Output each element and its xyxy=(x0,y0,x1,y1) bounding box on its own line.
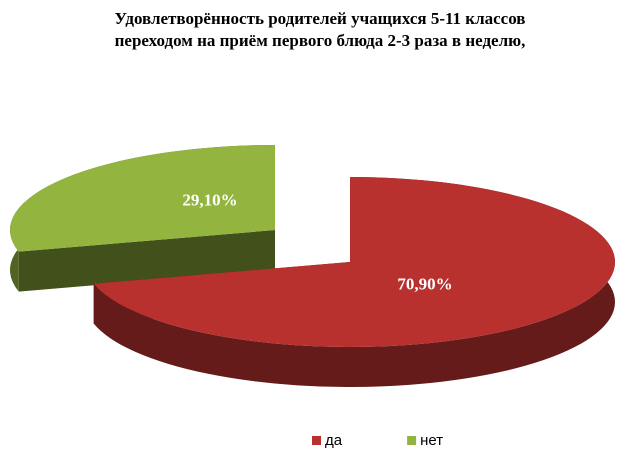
slice xyxy=(93,177,615,347)
slice-face xyxy=(18,230,276,292)
legend-swatch xyxy=(312,436,321,445)
slice xyxy=(9,145,276,252)
legend-label: да xyxy=(325,432,343,449)
chart-title: Удовлетворённость родителей учащихся 5-1… xyxy=(114,9,526,50)
legend-label: нет xyxy=(420,432,443,449)
data-label: 70,90% xyxy=(397,274,452,293)
legend-swatch xyxy=(407,436,417,445)
data-label: 29,10% xyxy=(182,190,237,209)
